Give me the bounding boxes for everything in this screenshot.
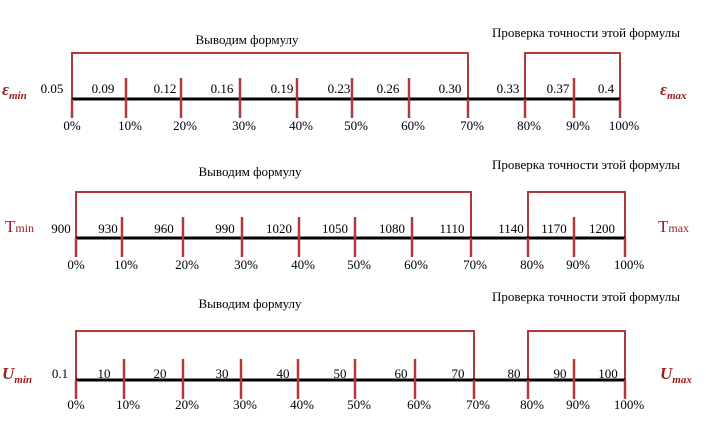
- bracket-title-derive: Выводим формулу: [199, 164, 302, 179]
- max-label: εmax: [660, 80, 687, 102]
- scale-value-label: 1080: [379, 221, 405, 236]
- percent-label: 100%: [614, 257, 645, 272]
- scale-value-label: 10: [98, 366, 111, 381]
- min-label: εmin: [2, 80, 27, 102]
- scale-value-label: 90: [554, 366, 567, 381]
- percent-label: 20%: [175, 257, 199, 272]
- percent-label: 0%: [63, 118, 81, 133]
- scale-panel-emin: Выводим формулу Проверка точности этой фо…: [2, 25, 687, 133]
- percent-label: 60%: [404, 257, 428, 272]
- bracket-title-check: Проверка точности этой формулы: [492, 25, 680, 40]
- scale-value-label: 0.4: [598, 81, 615, 96]
- percent-label: 90%: [566, 397, 590, 412]
- percent-label: 30%: [232, 118, 256, 133]
- percent-label: 20%: [173, 118, 197, 133]
- scale-value-label: 1140: [498, 221, 524, 236]
- bracket-derive-formula: [71, 52, 469, 99]
- scale-value-label: 0.33: [497, 81, 520, 96]
- percent-label: 30%: [233, 397, 257, 412]
- scale-value-label: 20: [154, 366, 167, 381]
- percent-label: 0%: [67, 397, 85, 412]
- scale-value-label: 0.26: [377, 81, 400, 96]
- scale-value-label: 0.16: [211, 81, 234, 96]
- scale-value-label: 1170: [541, 221, 567, 236]
- bracket-title-derive: Выводим формулу: [196, 32, 299, 47]
- percent-label: 0%: [67, 257, 85, 272]
- bracket-title-check: Проверка точности этой формулы: [492, 157, 680, 172]
- min-label: Tmin: [5, 217, 34, 236]
- bracket-derive-formula: [75, 191, 472, 238]
- percent-label: 50%: [344, 118, 368, 133]
- percent-label: 20%: [175, 397, 199, 412]
- percent-label: 80%: [517, 118, 541, 133]
- percent-label: 50%: [347, 397, 371, 412]
- percent-label: 100%: [609, 118, 640, 133]
- scale-value-label: 0.1: [52, 366, 68, 381]
- scale-value-label: 60: [395, 366, 408, 381]
- percent-label: 90%: [566, 257, 590, 272]
- scale-value-label: 1050: [322, 221, 348, 236]
- percent-label: 90%: [566, 118, 590, 133]
- bracket-check-accuracy: [527, 330, 626, 380]
- percent-label: 70%: [463, 257, 487, 272]
- scale-value-label: 0.09: [92, 81, 115, 96]
- scale-value-label: 50: [334, 366, 347, 381]
- scale-panel-tmin: Выводим формулу Проверка точности этой фо…: [5, 157, 689, 272]
- percent-label: 80%: [520, 397, 544, 412]
- percent-label: 40%: [291, 257, 315, 272]
- scale-value-label: 930: [98, 221, 118, 236]
- scale-value-label: 70: [452, 366, 465, 381]
- scale-value-label: 1020: [266, 221, 292, 236]
- scale-value-label: 900: [51, 221, 71, 236]
- percent-label: 40%: [289, 118, 313, 133]
- bracket-check-accuracy: [527, 191, 626, 238]
- max-label: Umax: [660, 364, 692, 386]
- scale-value-label: 0.19: [271, 81, 294, 96]
- percent-label: 10%: [118, 118, 142, 133]
- scale-value-label: 1200: [589, 221, 615, 236]
- bracket-title-derive: Выводим формулу: [199, 296, 302, 311]
- max-label: Tmax: [658, 217, 689, 236]
- scale-value-label: 100: [598, 366, 618, 381]
- percent-label: 70%: [460, 118, 484, 133]
- scale-value-label: 0.37: [547, 81, 570, 96]
- scale-value-label: 40: [277, 366, 290, 381]
- percent-label: 80%: [520, 257, 544, 272]
- percent-label: 60%: [407, 397, 431, 412]
- scale-value-label: 0.23: [328, 81, 351, 96]
- percent-label: 30%: [234, 257, 258, 272]
- bracket-check-accuracy: [524, 52, 621, 99]
- percent-label: 50%: [347, 257, 371, 272]
- bracket-derive-formula: [75, 330, 475, 380]
- percent-label: 40%: [290, 397, 314, 412]
- scale-panel-umin: Выводим формулу Проверка точности этой фо…: [2, 289, 692, 412]
- percent-label: 100%: [614, 397, 645, 412]
- scale-value-label: 990: [215, 221, 235, 236]
- min-label: Umin: [2, 364, 32, 386]
- scale-value-label: 80: [508, 366, 521, 381]
- scale-value-label: 30: [216, 366, 229, 381]
- percent-label: 60%: [401, 118, 425, 133]
- scale-value-label: 0.05: [41, 81, 64, 96]
- scale-value-label: 0.12: [154, 81, 177, 96]
- scale-value-label: 960: [154, 221, 174, 236]
- scale-value-label: 1110: [439, 221, 464, 236]
- percent-label: 10%: [116, 397, 140, 412]
- percent-label: 70%: [466, 397, 490, 412]
- bracket-title-check: Проверка точности этой формулы: [492, 289, 680, 304]
- scale-value-label: 0.30: [439, 81, 462, 96]
- percent-label: 10%: [114, 257, 138, 272]
